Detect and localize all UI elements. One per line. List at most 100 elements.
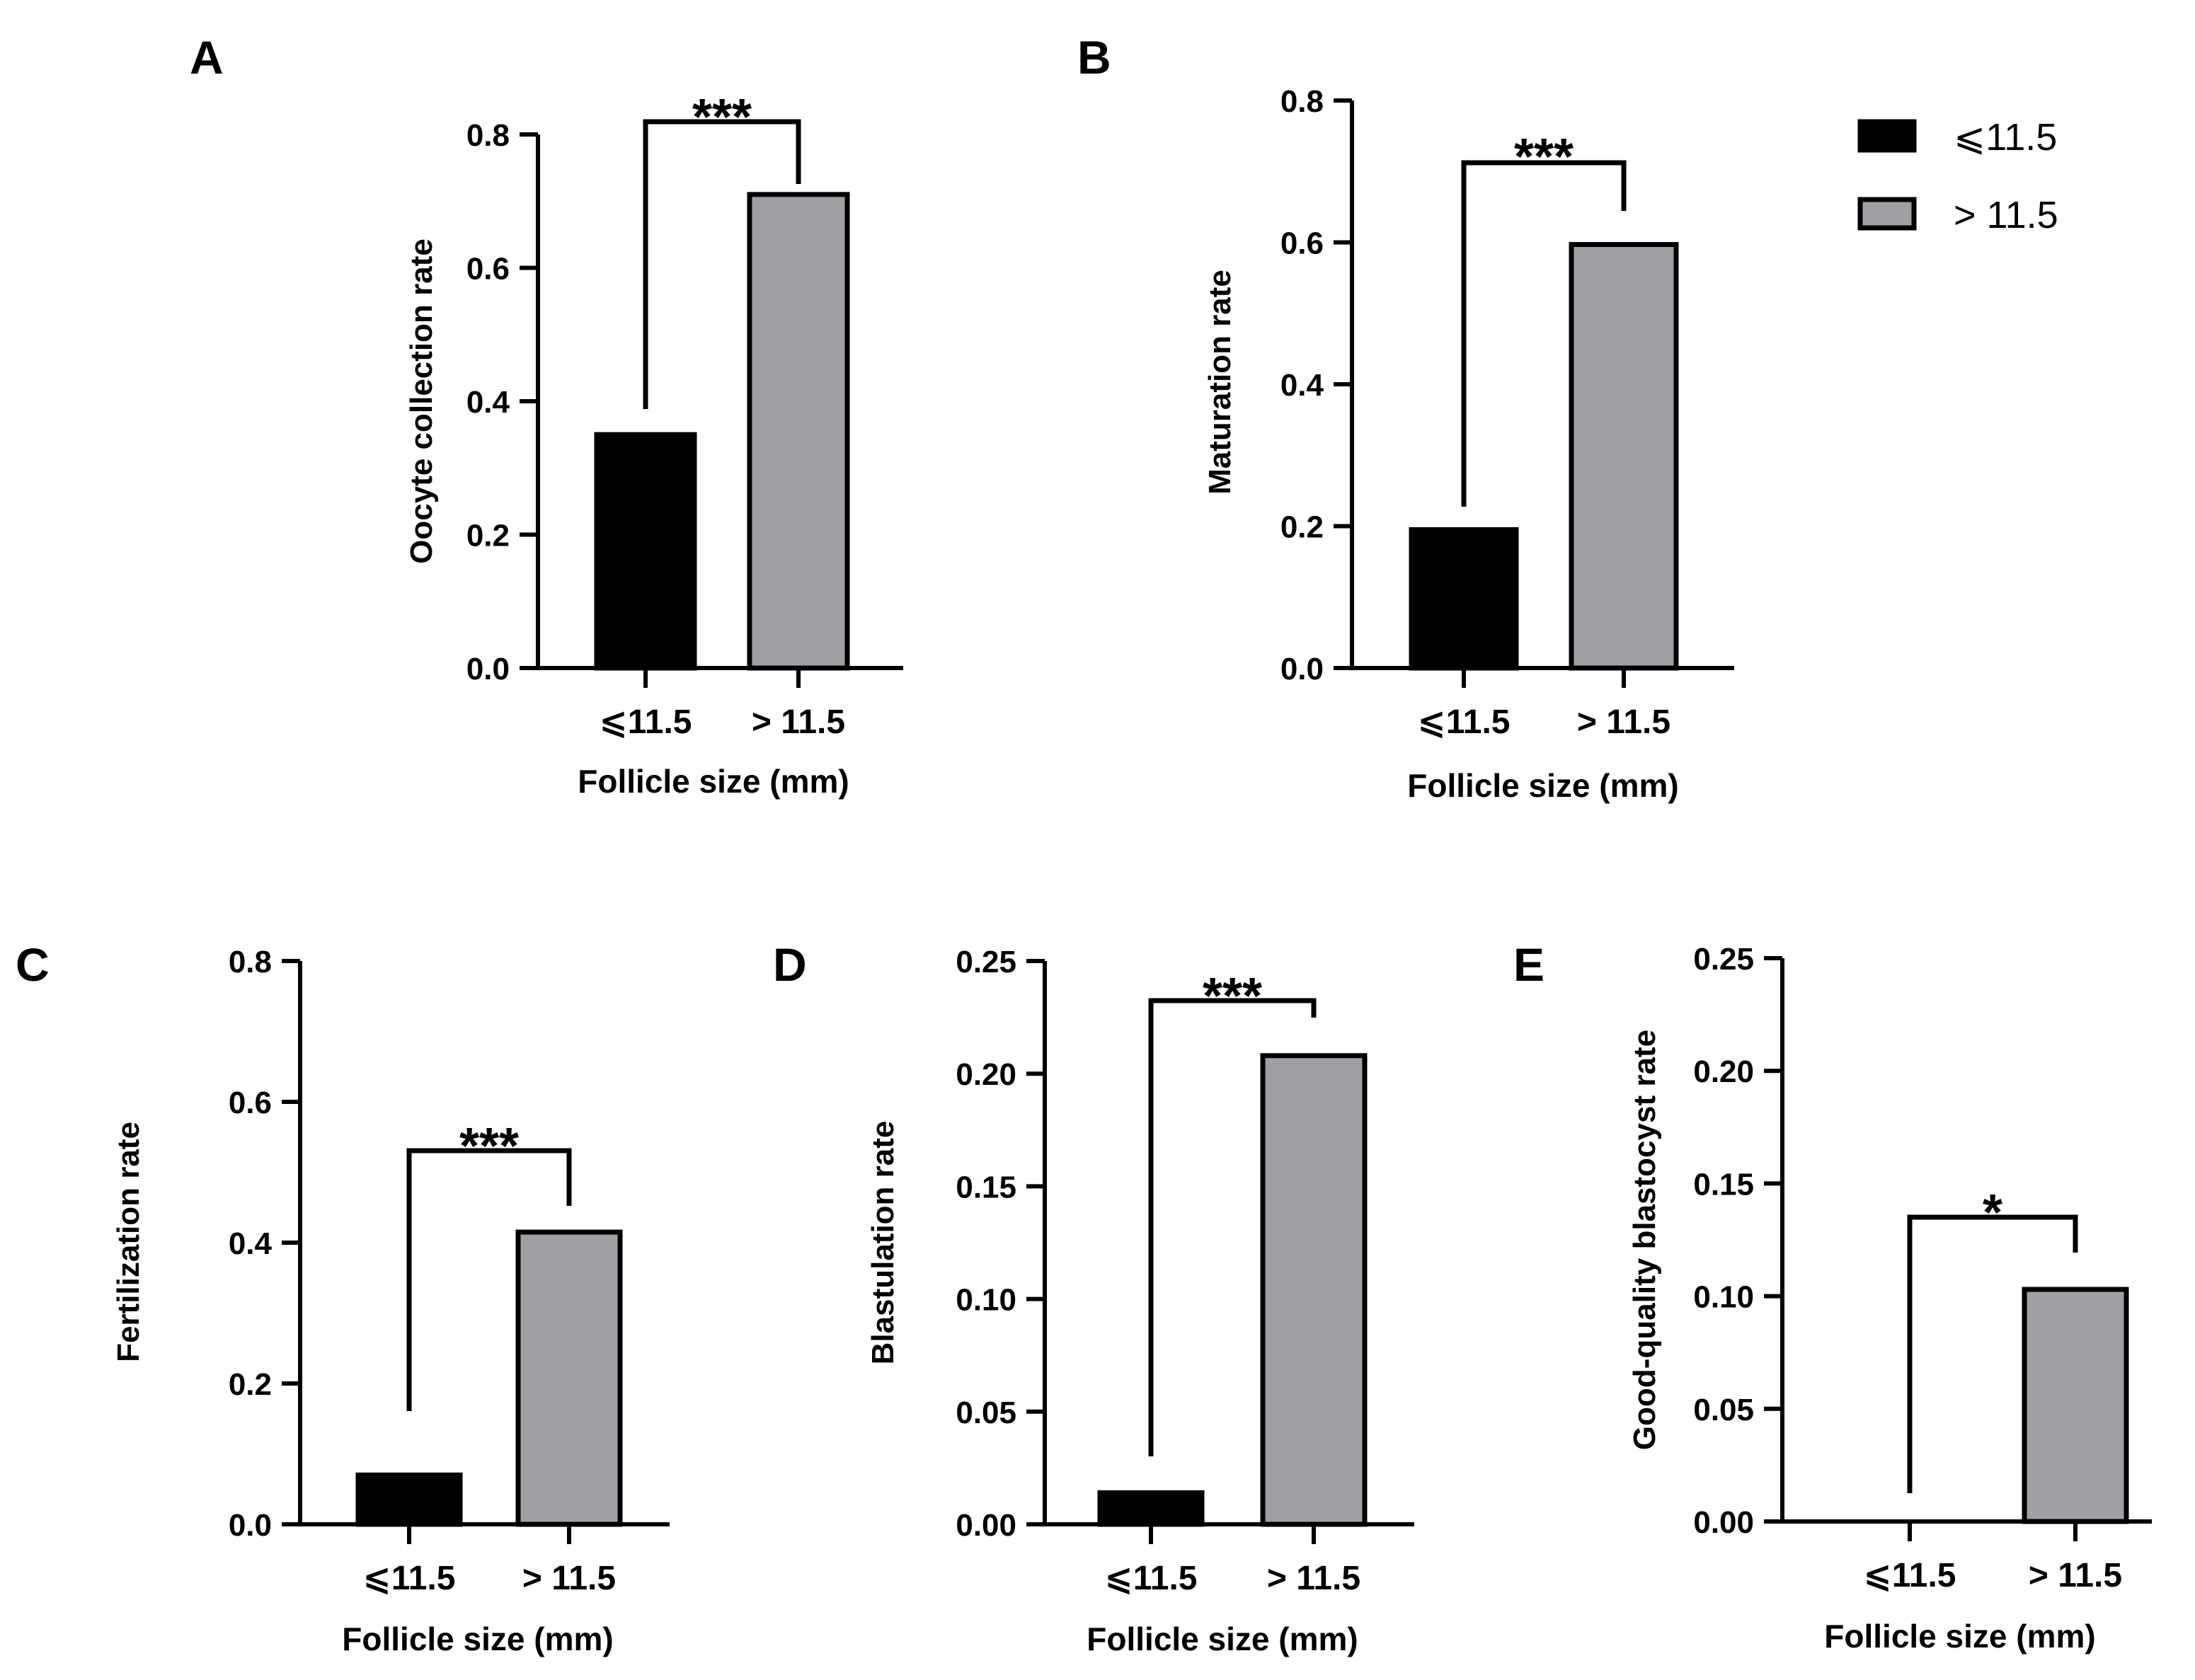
panel-a: A 0.0 0.2 0.4 0.6 0.8 ⩽11.5 > 11.5 *** Follic… bbox=[190, 31, 903, 800]
panel-e-letter: E bbox=[1513, 938, 1544, 991]
panel-e-significance-bracket bbox=[1907, 1214, 2078, 1493]
panel-c-significance-label: *** bbox=[459, 1118, 519, 1175]
panel-a-bars bbox=[594, 192, 850, 671]
panel-d-y-tick-label: 0.20 bbox=[956, 1057, 1016, 1092]
panel-c-significance-bracket bbox=[406, 1148, 572, 1411]
panel-a-y-tick-label: 0.0 bbox=[466, 652, 510, 686]
panel-b-x-tick-label: > 11.5 bbox=[1577, 703, 1670, 741]
panel-e-y-tick-label: 0.25 bbox=[1693, 942, 1754, 977]
panel-c-x-tick-label: ⩽11.5 bbox=[363, 1560, 456, 1597]
panel-b-bars bbox=[1409, 242, 1679, 671]
panel-e-bars bbox=[2022, 1287, 2129, 1524]
panel-b-bar-group1 bbox=[1409, 527, 1519, 671]
panel-c-x-tick-label: > 11.5 bbox=[522, 1560, 616, 1597]
panel-d-x-tick-label: > 11.5 bbox=[1267, 1560, 1360, 1597]
panel-b-y-tick-label: 0.4 bbox=[1280, 368, 1324, 403]
panel-c-bar-group1 bbox=[355, 1472, 463, 1527]
panel-a-y-tick-label: 0.8 bbox=[466, 118, 510, 153]
panel-a-ylabel: Oocyte collection rate bbox=[404, 238, 439, 564]
panel-d-x-tick-label: ⩽11.5 bbox=[1105, 1560, 1198, 1597]
panel-c: C 0.0 0.2 0.4 0.6 0.8 ⩽11.5 > 11.5 *** Follic… bbox=[16, 938, 670, 1657]
panel-d-y-tick-label: 0.10 bbox=[956, 1283, 1016, 1318]
panel-b-ylabel: Maturation rate bbox=[1203, 270, 1237, 495]
panel-d-x-axis: ⩽11.5 > 11.5 bbox=[1043, 1522, 1414, 1597]
panel-c-y-tick-label: 0.8 bbox=[229, 945, 272, 979]
panel-a-significance-label: *** bbox=[692, 89, 752, 146]
panel-b-x-axis: ⩽11.5 > 11.5 bbox=[1350, 666, 1734, 741]
panel-e-ylabel: Good-quality blastocyst rate bbox=[1627, 1030, 1662, 1450]
panel-b-significance-label: *** bbox=[1514, 129, 1574, 185]
panel-b-bar-group2 bbox=[1569, 242, 1679, 671]
panel-b-y-axis: 0.0 0.2 0.4 0.6 0.8 bbox=[1280, 84, 1354, 686]
panel-e-y-tick-label: 0.20 bbox=[1693, 1054, 1754, 1089]
panel-a-xlabel: Follicle size (mm) bbox=[578, 763, 849, 800]
panel-e-x-tick-label: ⩽11.5 bbox=[1864, 1557, 1956, 1594]
legend-swatch-group1 bbox=[1857, 119, 1917, 153]
panel-e-y-axis: 0.00 0.05 0.10 0.15 0.20 0.25 bbox=[1693, 942, 1784, 1540]
legend-label-group2: > 11.5 bbox=[1954, 194, 2058, 236]
panel-d-y-tick-label: 0.05 bbox=[956, 1396, 1016, 1430]
panel-b-y-tick-label: 0.2 bbox=[1280, 510, 1324, 545]
panel-b-letter: B bbox=[1077, 31, 1111, 84]
panel-e-bar-group2 bbox=[2022, 1287, 2129, 1524]
panel-e-y-tick-label: 0.15 bbox=[1693, 1167, 1754, 1202]
panel-c-xlabel: Follicle size (mm) bbox=[342, 1621, 613, 1657]
panel-c-significance: *** bbox=[406, 1118, 572, 1411]
panel-a-bar-group1 bbox=[594, 432, 697, 671]
panel-c-y-tick-label: 0.4 bbox=[229, 1226, 273, 1261]
panel-a-letter: A bbox=[190, 31, 224, 84]
panel-d-ylabel: Blastulation rate bbox=[866, 1121, 900, 1365]
panel-c-ylabel: Fertilization rate bbox=[111, 1122, 146, 1362]
panel-d-bar-group2 bbox=[1260, 1053, 1368, 1527]
panel-b-x-tick-label: ⩽11.5 bbox=[1418, 703, 1511, 741]
panel-a-y-tick-label: 0.6 bbox=[466, 252, 510, 287]
panel-d-y-axis: 0.00 0.05 0.10 0.15 0.20 0.25 bbox=[956, 945, 1047, 1543]
panel-e-significance-label: * bbox=[1983, 1185, 2002, 1241]
panel-e-xlabel: Follicle size (mm) bbox=[1824, 1618, 2095, 1655]
panel-c-y-axis: 0.0 0.2 0.4 0.6 0.8 bbox=[229, 945, 302, 1543]
panel-e-x-tick-label: > 11.5 bbox=[2029, 1557, 2122, 1594]
panel-d-xlabel: Follicle size (mm) bbox=[1087, 1621, 1358, 1657]
panel-e: E 0.00 0.05 0.10 0.15 0.20 0.25 ⩽11.5 > 11.5 *… bbox=[1513, 938, 2152, 1655]
panel-b-xlabel: Follicle size (mm) bbox=[1407, 767, 1678, 804]
panel-d-y-tick-label: 0.15 bbox=[956, 1170, 1016, 1204]
panel-a-significance: *** bbox=[643, 89, 801, 409]
panel-a-x-axis: ⩽11.5 > 11.5 bbox=[536, 666, 903, 741]
panel-a-y-axis: 0.0 0.2 0.4 0.6 0.8 bbox=[466, 118, 540, 686]
panel-b-y-tick-label: 0.8 bbox=[1280, 84, 1324, 119]
panel-a-significance-bracket bbox=[643, 119, 801, 409]
panel-d-y-tick-label: 0.25 bbox=[956, 945, 1016, 979]
panel-d-letter: D bbox=[773, 938, 807, 991]
panel-e-y-tick-label: 0.00 bbox=[1693, 1505, 1754, 1540]
panel-d-significance: *** bbox=[1148, 968, 1317, 1456]
panel-c-bar-group2 bbox=[515, 1229, 623, 1527]
panel-e-y-tick-label: 0.10 bbox=[1693, 1280, 1754, 1315]
legend-label-group1: ⩽11.5 bbox=[1954, 116, 2057, 159]
panel-d-bar-group1 bbox=[1097, 1490, 1205, 1527]
panel-c-letter: C bbox=[16, 938, 50, 991]
panel-d-significance-label: *** bbox=[1203, 968, 1262, 1025]
panel-d-significance-bracket bbox=[1148, 998, 1317, 1456]
panel-e-significance: * bbox=[1907, 1185, 2078, 1493]
panel-e-y-tick-label: 0.05 bbox=[1693, 1393, 1754, 1427]
panel-a-x-tick-label: ⩽11.5 bbox=[600, 703, 692, 741]
panel-a-y-tick-label: 0.4 bbox=[466, 385, 510, 420]
panel-c-bars bbox=[355, 1229, 623, 1527]
panel-d-bars bbox=[1097, 1053, 1368, 1527]
panel-b: B 0.0 0.2 0.4 0.6 0.8 ⩽11.5 > 11.5 *** Follic… bbox=[1077, 31, 1734, 804]
legend: ⩽11.5 > 11.5 bbox=[1857, 116, 2058, 236]
panel-b-significance: *** bbox=[1461, 129, 1627, 507]
panel-c-y-tick-label: 0.6 bbox=[229, 1086, 272, 1120]
legend-swatch-group2 bbox=[1857, 197, 1917, 231]
panel-c-x-axis: ⩽11.5 > 11.5 bbox=[298, 1522, 670, 1597]
panel-d-y-tick-label: 0.00 bbox=[956, 1508, 1016, 1543]
panel-a-bar-group2 bbox=[747, 192, 850, 671]
panel-b-y-tick-label: 0.6 bbox=[1280, 226, 1324, 261]
panel-e-x-axis: ⩽11.5 > 11.5 bbox=[1780, 1519, 2152, 1594]
panel-d: D 0.00 0.05 0.10 0.15 0.20 0.25 ⩽11.5 > 11.5 *… bbox=[773, 938, 1414, 1657]
panel-a-y-tick-label: 0.2 bbox=[466, 519, 510, 553]
panel-c-y-tick-label: 0.2 bbox=[229, 1367, 272, 1402]
panel-a-x-tick-label: > 11.5 bbox=[752, 703, 845, 741]
panel-c-y-tick-label: 0.0 bbox=[229, 1508, 272, 1543]
